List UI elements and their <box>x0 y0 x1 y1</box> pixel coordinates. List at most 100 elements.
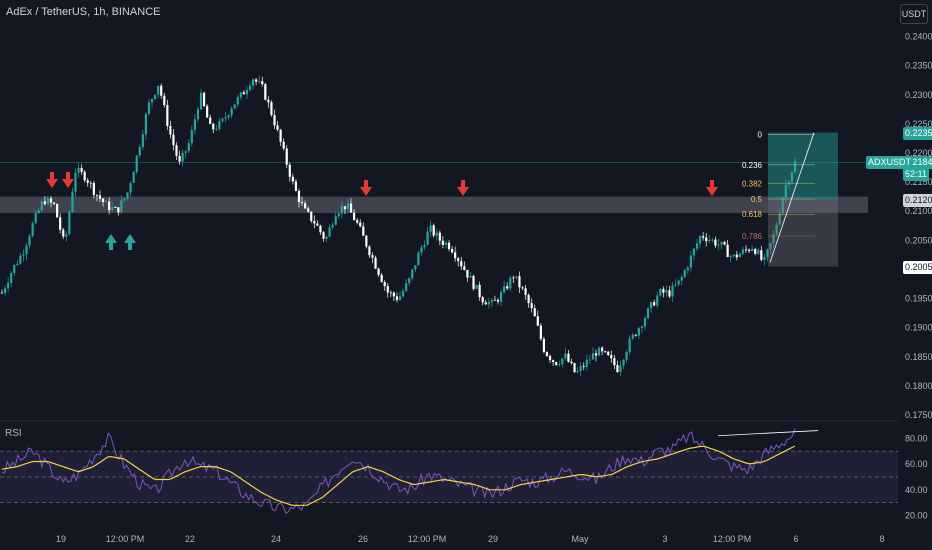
candle-body <box>585 359 588 367</box>
candle-body <box>389 292 392 294</box>
price-axis-label: 0.1900 <box>905 323 932 333</box>
time-axis-label: 3 <box>662 534 667 544</box>
candle-body <box>178 155 181 162</box>
candle-body <box>499 292 503 302</box>
candle-body <box>111 207 114 211</box>
candle-body <box>665 290 668 293</box>
candle-body <box>80 168 83 172</box>
candle-body <box>692 248 696 256</box>
candle-body <box>236 97 239 105</box>
candle-body <box>518 276 521 288</box>
candle-body <box>117 207 120 213</box>
candle-body <box>548 356 552 361</box>
candle-body <box>793 160 797 173</box>
candle-body <box>25 245 28 255</box>
candle-body <box>34 213 37 224</box>
rsi-label[interactable]: RSI <box>5 428 22 439</box>
currency-badge[interactable]: USDT <box>900 4 928 24</box>
candle-body <box>160 85 163 96</box>
candle-body <box>463 266 466 270</box>
candle-body <box>766 249 769 258</box>
price-axis-label: 0.1800 <box>905 381 932 391</box>
candle-body <box>230 108 233 116</box>
candle-body <box>597 347 601 356</box>
candle-body <box>457 258 460 262</box>
candle-body <box>383 282 386 287</box>
candle-body <box>653 302 656 306</box>
candle-body <box>218 121 221 130</box>
candle-body <box>619 365 622 372</box>
candle-body <box>374 257 377 269</box>
candle-body <box>735 254 738 258</box>
candle-body <box>769 243 772 250</box>
candle-body <box>199 92 203 110</box>
candle-body <box>705 237 708 242</box>
time-axis-label: 12:00 PM <box>408 534 447 544</box>
candle-body <box>438 232 441 241</box>
candle-body <box>751 249 754 251</box>
candle-body <box>478 284 481 298</box>
candle-body <box>530 303 533 309</box>
candle-body <box>683 270 686 278</box>
candle-body <box>267 99 270 103</box>
candle-body <box>270 102 273 115</box>
candle-body <box>120 200 123 213</box>
candle-body <box>738 253 741 258</box>
candle-body <box>114 207 117 208</box>
sell-arrow-stem <box>364 180 368 188</box>
candle-body <box>521 287 524 289</box>
candle-body <box>144 113 148 135</box>
candle-body <box>503 286 506 293</box>
time-axis-label: 26 <box>358 534 368 544</box>
candle-body <box>576 371 579 373</box>
candle-body <box>83 171 86 181</box>
candle-body <box>362 226 365 236</box>
candle-body <box>62 229 65 237</box>
candle-body <box>466 269 469 278</box>
candle-body <box>398 296 402 300</box>
candle-body <box>371 255 374 258</box>
rsi-axis-label: 80.00 <box>905 433 928 443</box>
candle-body <box>732 254 735 257</box>
price-axis-label: 0.2200 <box>905 148 932 158</box>
symbol-title[interactable]: AdEx / TetherUS, 1h, BINANCE <box>6 6 161 18</box>
candle-body <box>686 267 689 271</box>
candle-body <box>22 254 25 256</box>
candle-body <box>524 288 527 295</box>
candle-body <box>564 353 567 359</box>
price-axis-label: 0.1950 <box>905 294 932 304</box>
candle-body <box>558 364 561 365</box>
time-axis-label: 29 <box>488 534 498 544</box>
candle-body <box>132 171 135 184</box>
candle-body <box>245 89 249 95</box>
candle-body <box>454 252 457 259</box>
candle-body <box>395 296 399 300</box>
candle-body <box>405 283 408 291</box>
candle-body <box>702 236 705 238</box>
support-resistance-zone <box>0 196 868 213</box>
candle-body <box>720 241 723 245</box>
buy-arrow-icon <box>124 234 136 243</box>
candle-body <box>190 130 193 144</box>
candle-body <box>781 197 784 214</box>
candle-body <box>150 98 154 103</box>
candle-body <box>74 172 77 192</box>
candle-body <box>695 243 699 249</box>
candle-body <box>184 151 187 153</box>
candle-body <box>181 152 184 162</box>
sell-arrow-icon <box>62 179 74 188</box>
candle-body <box>101 198 105 203</box>
candle-body <box>386 286 389 293</box>
candle-body <box>98 195 102 199</box>
candle-body <box>169 126 172 135</box>
candle-body <box>506 286 509 289</box>
candle-body <box>490 299 493 302</box>
candle-body <box>545 352 549 357</box>
candle-body <box>172 134 175 146</box>
candle-body <box>46 198 50 205</box>
candle-body <box>447 242 451 250</box>
candle-body <box>512 277 515 279</box>
candle-body <box>31 223 34 237</box>
